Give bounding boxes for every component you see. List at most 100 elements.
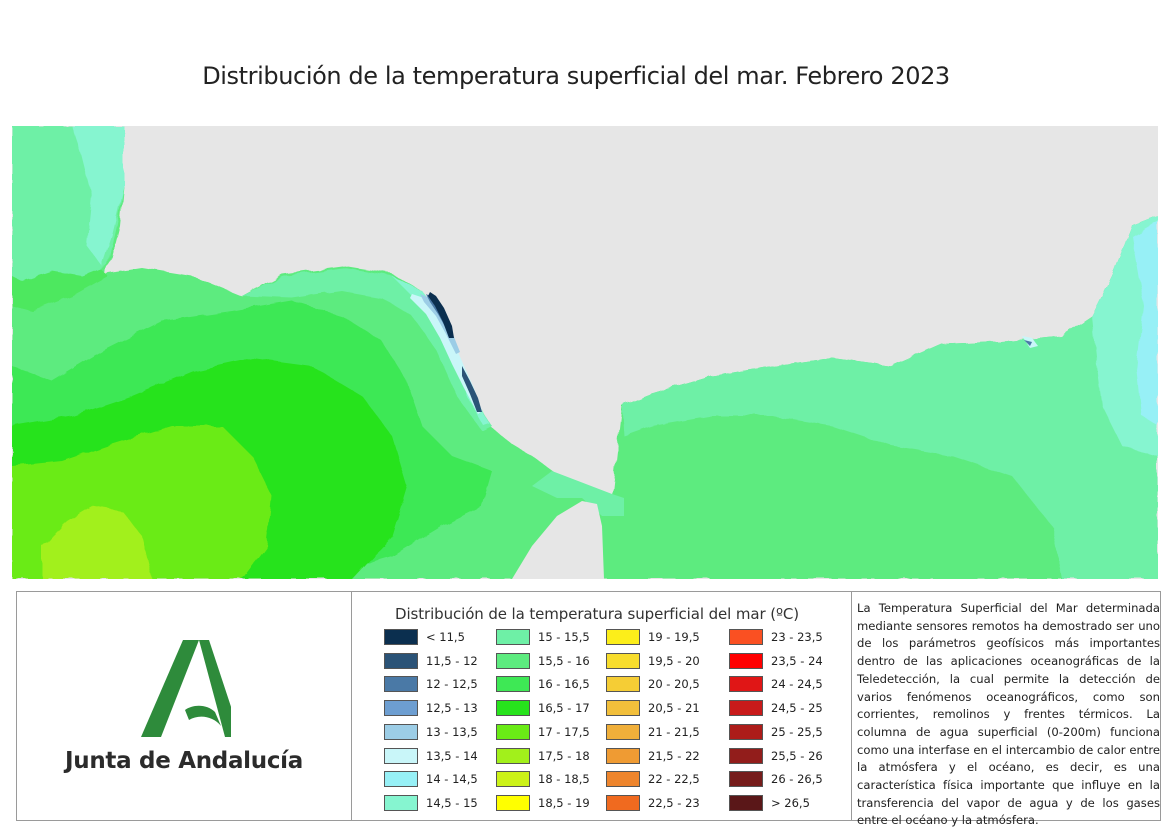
legend-label: 15,5 - 16 — [538, 653, 590, 668]
legend-swatch — [606, 794, 640, 811]
legend-swatch — [729, 723, 763, 740]
legend-swatch — [496, 700, 530, 717]
legend-item: 13,5 - 14 — [384, 747, 478, 765]
legend-item: 19,5 - 20 — [606, 652, 700, 670]
legend-item: 11,5 - 12 — [384, 652, 478, 670]
legend-item: 26 - 26,5 — [729, 770, 823, 788]
legend-label: 17 - 17,5 — [538, 724, 590, 739]
legend-label: < 11,5 — [426, 630, 465, 644]
legend-swatch — [729, 700, 763, 717]
legend-swatch — [384, 794, 418, 811]
legend-title: Distribución de la temperatura superfici… — [395, 605, 800, 623]
legend-item: 19 - 19,5 — [606, 628, 700, 646]
legend-swatch — [606, 629, 640, 645]
sst-map — [12, 126, 1158, 579]
legend-item: 22 - 22,5 — [606, 770, 700, 788]
legend-item: 25,5 - 26 — [729, 747, 823, 765]
legend-label: 13,5 - 14 — [426, 748, 478, 763]
junta-andalucia-logo-icon — [141, 640, 231, 737]
legend-swatch — [384, 700, 418, 717]
legend-item: 14 - 14,5 — [384, 770, 478, 788]
legend-item: 20,5 - 21 — [606, 699, 700, 717]
legend-item: 17 - 17,5 — [496, 723, 590, 741]
legend-swatch — [606, 676, 640, 693]
legend-label: 20,5 - 21 — [648, 701, 700, 716]
legend-swatch — [384, 747, 418, 764]
legend-item: 12,5 - 13 — [384, 699, 478, 717]
legend-label: 23,5 - 24 — [771, 653, 823, 668]
legend-label: 18,5 - 19 — [538, 795, 590, 810]
sea-zone-18 — [42, 506, 152, 579]
legend-swatch — [384, 723, 418, 740]
legend-swatch — [729, 676, 763, 693]
legend-label: 21,5 - 22 — [648, 748, 700, 763]
sea-zone-alboran-cool — [622, 216, 1158, 579]
legend-item: < 11,5 — [384, 628, 465, 646]
legend-item: 23 - 23,5 — [729, 628, 823, 646]
legend-swatch — [496, 676, 530, 693]
legend-swatch — [384, 771, 418, 788]
legend-item: 15,5 - 16 — [496, 652, 590, 670]
legend-label: 19 - 19,5 — [648, 630, 700, 644]
legend-item: 18,5 - 19 — [496, 794, 590, 812]
legend-item: 18 - 18,5 — [496, 770, 590, 788]
legend-swatch — [606, 652, 640, 669]
legend-item: 13 - 13,5 — [384, 723, 478, 741]
legend-swatch — [729, 652, 763, 669]
legend-label: 26 - 26,5 — [771, 772, 823, 787]
legend-label: 20 - 20,5 — [648, 677, 700, 692]
legend-item: 16 - 16,5 — [496, 675, 590, 693]
legend-swatch — [729, 747, 763, 764]
legend-label: 13 - 13,5 — [426, 724, 478, 739]
sea-zone-15 — [72, 126, 124, 266]
legend-swatch — [606, 747, 640, 764]
legend-label: 14,5 - 15 — [426, 795, 478, 810]
legend-swatch — [606, 771, 640, 788]
legend-item: 25 - 25,5 — [729, 723, 823, 741]
sea-zone-alboran-coldest — [1132, 221, 1158, 426]
legend-item: 16,5 - 17 — [496, 699, 590, 717]
description-text: La Temperatura Superficial del Mar deter… — [857, 601, 1160, 828]
legend-swatch — [606, 723, 640, 740]
legend-swatch — [729, 629, 763, 645]
legend-swatch — [606, 700, 640, 717]
legend-label: 15 - 15,5 — [538, 630, 590, 644]
legend-item: 23,5 - 24 — [729, 652, 823, 670]
legend-swatch — [384, 652, 418, 669]
legend-label: 22,5 - 23 — [648, 795, 700, 810]
legend-label: 19,5 - 20 — [648, 653, 700, 668]
legend-label: 23 - 23,5 — [771, 630, 823, 644]
legend-item: 20 - 20,5 — [606, 675, 700, 693]
strait-gibraltar — [532, 471, 624, 516]
legend-label: 16 - 16,5 — [538, 677, 590, 692]
legend-item: 21 - 21,5 — [606, 723, 700, 741]
legend-swatch — [496, 723, 530, 740]
legend-item: 17,5 - 18 — [496, 747, 590, 765]
legend-item: 24,5 - 25 — [729, 699, 823, 717]
legend-swatch — [496, 652, 530, 669]
info-panel: Junta de Andalucía Distribución de la te… — [16, 591, 1161, 827]
legend-item: 15 - 15,5 — [496, 628, 590, 646]
legend: Distribución de la temperatura superfici… — [351, 592, 852, 820]
land-morocco — [512, 501, 604, 579]
legend-swatch — [496, 629, 530, 645]
legend-item: 24 - 24,5 — [729, 675, 823, 693]
legend-label: 11,5 - 12 — [426, 653, 478, 668]
legend-item: 21,5 - 22 — [606, 747, 700, 765]
legend-label: 24,5 - 25 — [771, 701, 823, 716]
legend-label: 14 - 14,5 — [426, 772, 478, 787]
legend-swatch — [729, 771, 763, 788]
legend-swatch — [384, 629, 418, 645]
legend-swatch — [496, 794, 530, 811]
legend-swatch — [496, 747, 530, 764]
legend-label: 21 - 21,5 — [648, 724, 700, 739]
legend-label: 16,5 - 17 — [538, 701, 590, 716]
legend-label: 17,5 - 18 — [538, 748, 590, 763]
legend-label: 25,5 - 26 — [771, 748, 823, 763]
legend-swatch — [496, 771, 530, 788]
sst-map-svg — [12, 126, 1158, 579]
legend-label: 12 - 12,5 — [426, 677, 478, 692]
legend-swatch — [729, 794, 763, 811]
legend-label: 22 - 22,5 — [648, 772, 700, 787]
legend-label: 18 - 18,5 — [538, 772, 590, 787]
